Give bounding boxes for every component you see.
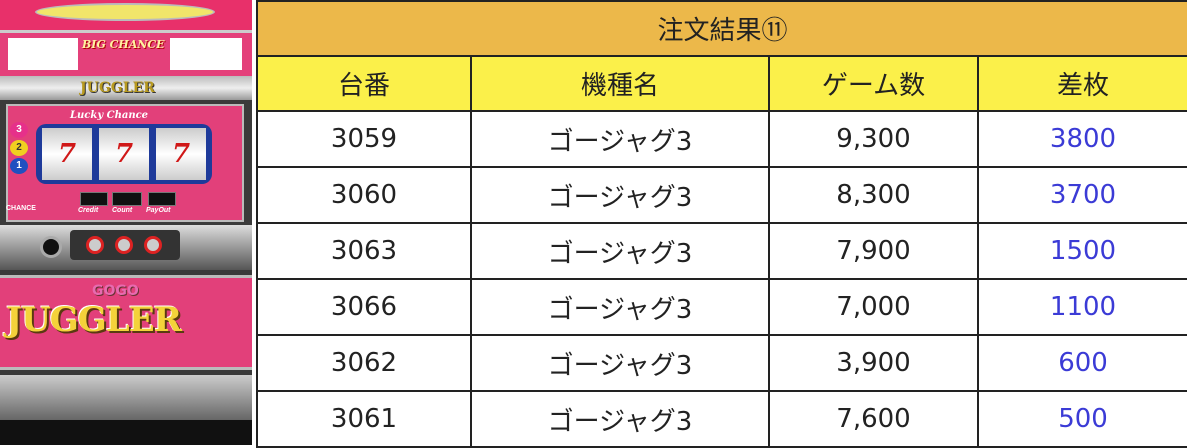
cell-diff: 1500 [976,222,1187,280]
cell-games: 7,000 [768,278,979,336]
cell-games: 3,900 [768,334,979,392]
order-result-table: 注文結果⑪ 台番 機種名 ゲーム数 差枚 3059 ゴージャグ3 9,300 3800… [255,0,1187,448]
cell-number: 3062 [256,334,472,392]
cell-number: 3063 [256,222,472,280]
cell-diff: 500 [976,390,1187,448]
cell-model: ゴージャグ3 [470,390,770,448]
count-label: Count [112,207,133,214]
table-row: 3060 ゴージャグ3 8,300 3700 [256,166,1187,224]
cell-diff: 600 [976,334,1187,392]
cell-diff: 3700 [976,166,1187,224]
slot-machine-image: BIG CHANCE JUGGLER Lucky Chance 7 7 7 3 … [0,0,252,445]
cell-number: 3061 [256,390,472,448]
table-row: 3061 ゴージャグ3 7,600 500 [256,390,1187,448]
lever-icon [40,236,62,258]
cell-games: 7,600 [768,390,979,448]
header-model: 機種名 [470,55,770,112]
cell-model: ゴージャグ3 [470,334,770,392]
payout-label: PayOut [146,207,171,214]
table-row: 3062 ゴージャグ3 3,900 600 [256,334,1187,392]
cell-model: ゴージャグ3 [470,222,770,280]
header-number: 台番 [256,55,472,112]
table-row: 3063 ゴージャグ3 7,900 1500 [256,222,1187,280]
cell-diff: 1100 [976,278,1187,336]
table-title: 注文結果⑪ [255,0,1187,57]
cell-model: ゴージャグ3 [470,166,770,224]
bet-3: 3 [10,122,28,138]
credit-label: Credit [78,207,99,214]
stop-button-icon [144,236,162,254]
cell-diff: 3800 [976,110,1187,168]
table-row: 3059 ゴージャグ3 9,300 3800 [256,110,1187,168]
reel: 7 [99,128,149,180]
gogo-logo: GOGO [92,283,139,299]
big-chance-logo: BIG CHANCE [82,38,165,51]
bet-1: 1 [10,158,28,174]
reel: 7 [42,128,92,180]
header-games: ゲーム数 [768,55,979,112]
cell-games: 9,300 [768,110,979,168]
juggler-top-logo: JUGGLER [80,80,155,96]
lucky-chance-logo: Lucky Chance [70,110,149,121]
cell-games: 7,900 [768,222,979,280]
chance-lamp: CHANCE [6,205,36,212]
stop-button-icon [115,236,133,254]
reel: 7 [156,128,206,180]
cell-model: ゴージャグ3 [470,278,770,336]
stop-button-icon [86,236,104,254]
cell-number: 3059 [256,110,472,168]
cell-model: ゴージャグ3 [470,110,770,168]
cell-games: 8,300 [768,166,979,224]
header-diff: 差枚 [976,55,1187,112]
table-row: 3066 ゴージャグ3 7,000 1100 [256,278,1187,336]
bet-2: 2 [10,140,28,156]
juggler-logo: JUGGLER [6,300,182,340]
cell-number: 3066 [256,278,472,336]
cell-number: 3060 [256,166,472,224]
